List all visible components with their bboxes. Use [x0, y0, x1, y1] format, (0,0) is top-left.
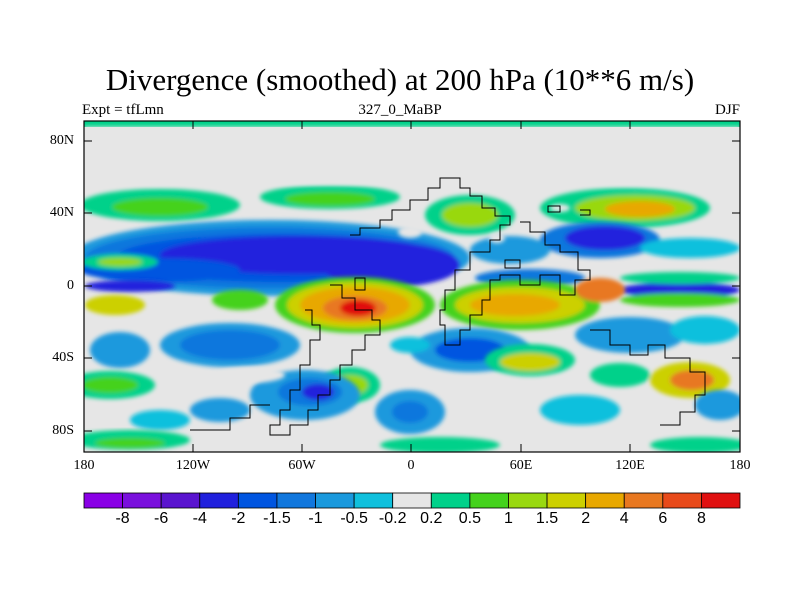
y-tick-label: 80S — [52, 423, 74, 438]
x-tick-label: 60W — [288, 458, 316, 473]
colorbar-swatch — [237, 492, 278, 509]
colorbar-swatch — [430, 492, 471, 509]
y-tick-label: 0 — [67, 278, 74, 293]
colorbar-label: 4 — [619, 510, 629, 527]
divergence-field — [84, 121, 740, 452]
colorbar-label: 2 — [581, 510, 591, 527]
colorbar-label: 1 — [504, 510, 513, 527]
colorbar-swatch — [546, 492, 587, 509]
colorbar-label: 8 — [696, 510, 706, 527]
tropical-negative-belt — [84, 220, 740, 296]
colorbar-label: -0.5 — [340, 510, 368, 527]
colorbar-label: -0.2 — [378, 510, 407, 527]
near-zero-areas — [84, 127, 740, 420]
y-tick-label: 40N — [49, 205, 74, 220]
colorbar-swatch — [469, 492, 509, 509]
x-tick-label: 0 — [407, 458, 415, 473]
colorbar-swatch — [315, 492, 355, 509]
south-edge-band — [84, 430, 740, 452]
colorbar-swatch — [160, 492, 201, 509]
colorbar-label: -1 — [308, 510, 323, 527]
colorbar-label: -4 — [192, 510, 207, 527]
southern-convergence-ring — [130, 370, 740, 434]
y-tick-label: 80N — [49, 133, 74, 148]
colorbar-swatch — [122, 492, 162, 509]
colorbar-swatch — [83, 492, 123, 509]
y-tick-label: 40S — [52, 350, 74, 365]
axis-ticks — [84, 121, 740, 452]
colorbar-label: -1.5 — [263, 510, 291, 527]
colorbar-label: -8 — [115, 510, 130, 527]
colorbar-label: 0.2 — [420, 510, 443, 527]
north-edge-band — [84, 121, 740, 127]
colorbar-swatch — [701, 492, 741, 509]
map-title: Divergence (smoothed) at 200 hPa (10**6 … — [105, 62, 695, 97]
colorbar-swatch — [276, 492, 316, 509]
x-tick-label: 120E — [615, 458, 645, 473]
colorbar-swatch — [199, 492, 239, 509]
colorbar-label: -6 — [154, 510, 169, 527]
colorbar-swatch — [508, 492, 548, 509]
experiment-label: Expt = tfLmn — [82, 102, 164, 118]
x-tick-label: 60E — [509, 458, 533, 473]
colorbar-label: 6 — [658, 510, 668, 527]
colorbar-swatch — [585, 492, 625, 509]
midlatitude-positive-band — [84, 185, 710, 235]
x-tick-label: 120W — [175, 458, 211, 473]
coastlines — [190, 177, 706, 436]
x-tick-label: 180 — [729, 458, 751, 473]
colorbar-swatch — [662, 492, 702, 509]
colorbar-swatch — [623, 492, 664, 509]
colorbar-swatch — [392, 492, 432, 509]
colorbar — [83, 492, 741, 509]
period-label: 327_0_MaBP — [358, 102, 442, 118]
season-label: DJF — [714, 102, 740, 118]
colorbar-label: -2 — [231, 510, 246, 527]
colorbar-swatch — [353, 492, 394, 509]
x-tick-label: 180 — [73, 458, 95, 473]
southern-negative-blobs — [90, 316, 740, 372]
colorbar-label: 0.5 — [458, 510, 481, 527]
colorbar-label: 1.5 — [535, 510, 559, 527]
equatorial-streaks — [85, 269, 740, 307]
